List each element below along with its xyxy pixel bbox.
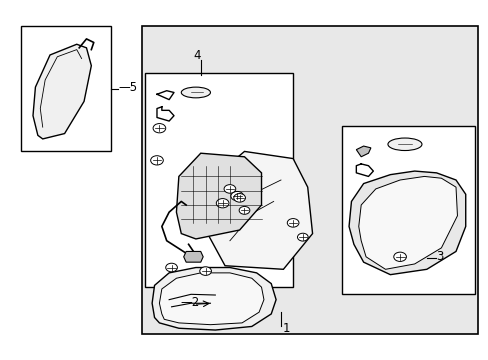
Bar xyxy=(341,126,474,294)
Circle shape xyxy=(233,194,245,202)
Polygon shape xyxy=(183,251,203,262)
Text: —2: —2 xyxy=(180,296,199,309)
Polygon shape xyxy=(348,171,465,275)
Circle shape xyxy=(150,156,163,165)
Ellipse shape xyxy=(181,87,210,98)
Circle shape xyxy=(165,263,177,272)
Polygon shape xyxy=(176,153,261,239)
Text: 1: 1 xyxy=(282,322,289,335)
Circle shape xyxy=(297,233,307,241)
Circle shape xyxy=(216,199,228,208)
Polygon shape xyxy=(358,176,457,269)
Polygon shape xyxy=(356,146,370,157)
Circle shape xyxy=(153,123,165,133)
Ellipse shape xyxy=(387,138,421,150)
Circle shape xyxy=(393,252,406,261)
Bar xyxy=(142,26,477,334)
Text: 3: 3 xyxy=(436,250,443,264)
Circle shape xyxy=(224,185,235,193)
Circle shape xyxy=(230,192,243,201)
Text: 4: 4 xyxy=(193,49,201,62)
Polygon shape xyxy=(152,267,276,330)
Polygon shape xyxy=(159,273,264,325)
Circle shape xyxy=(287,219,298,227)
Text: —5: —5 xyxy=(118,81,137,94)
Polygon shape xyxy=(205,152,312,269)
Polygon shape xyxy=(33,44,91,139)
Circle shape xyxy=(239,206,249,214)
Circle shape xyxy=(200,267,211,275)
Bar xyxy=(21,26,111,152)
Bar xyxy=(144,73,292,287)
